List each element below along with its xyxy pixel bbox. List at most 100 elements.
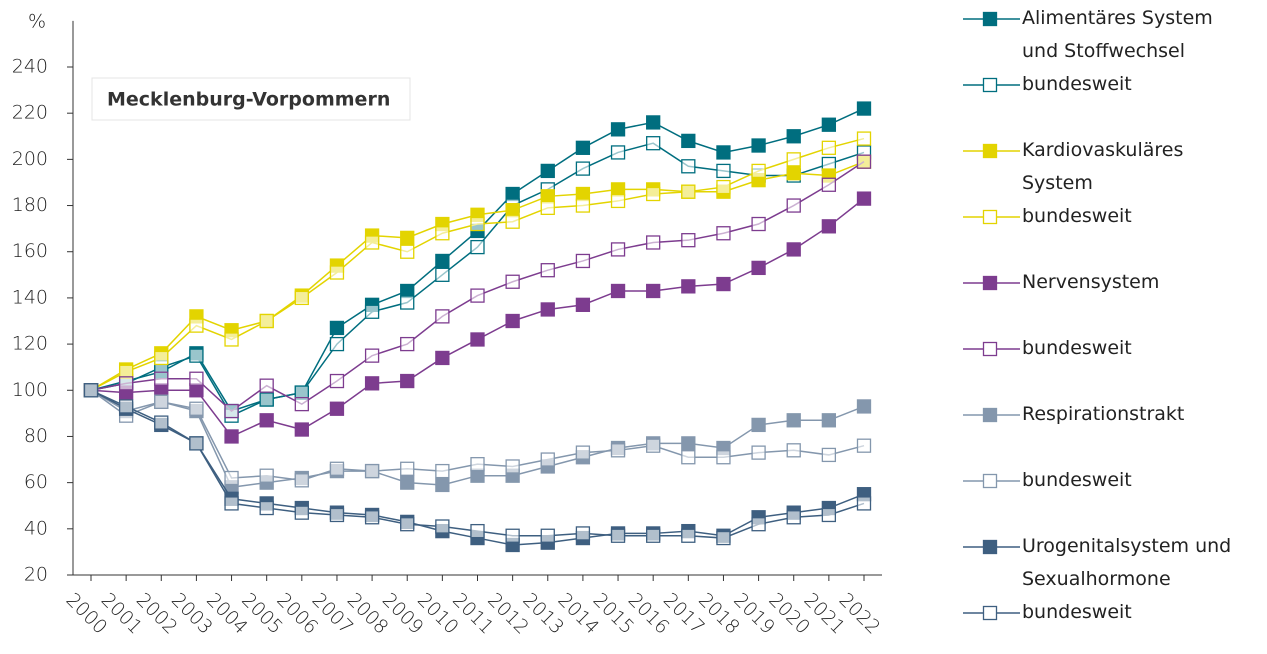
- marker: [400, 295, 415, 310]
- marker: [154, 415, 169, 430]
- legend-symbol: [963, 275, 1020, 291]
- marker: [189, 436, 204, 451]
- marker: [189, 401, 204, 416]
- legend-label: Alimentäres System und Stoffwechsel: [1022, 7, 1213, 62]
- marker: [575, 198, 591, 213]
- marker: [400, 373, 415, 389]
- marker: [400, 336, 415, 352]
- marker: [400, 230, 415, 246]
- marker: [329, 336, 345, 352]
- marker: [329, 265, 345, 280]
- marker: [505, 459, 520, 474]
- legend-entry: Nervensystem: [960, 266, 1260, 330]
- legend-symbol: [963, 605, 1020, 621]
- marker: [505, 313, 520, 329]
- marker: [610, 122, 626, 137]
- legend-marker: [982, 77, 998, 93]
- legend-entry: bundesweit: [960, 464, 1260, 528]
- marker: [435, 519, 450, 534]
- marker: [364, 463, 380, 479]
- marker: [681, 436, 696, 451]
- marker: [470, 457, 485, 472]
- marker: [610, 145, 626, 160]
- marker: [646, 438, 661, 453]
- y-unit: %: [28, 11, 46, 33]
- marker: [259, 500, 274, 516]
- legend-symbol: [963, 77, 1020, 93]
- marker: [329, 461, 345, 476]
- series-line: [90, 137, 865, 391]
- y-tick-label: 20: [24, 564, 48, 586]
- marker: [786, 413, 801, 428]
- marker: [856, 191, 872, 206]
- marker: [751, 417, 766, 433]
- marker: [294, 473, 309, 488]
- marker: [259, 468, 274, 483]
- legend-label: Nervensystem: [1022, 271, 1160, 293]
- y-tick-label: 140: [12, 286, 48, 308]
- marker: [540, 163, 555, 179]
- legend-label: bundesweit: [1022, 469, 1132, 491]
- legend-entry: Respirationstrakt: [960, 398, 1260, 462]
- marker: [681, 528, 696, 543]
- marker: [329, 320, 345, 336]
- marker: [540, 302, 555, 317]
- marker: [856, 154, 872, 169]
- marker: [821, 117, 837, 132]
- marker: [259, 413, 274, 428]
- marker: [751, 163, 766, 179]
- marker: [751, 260, 766, 276]
- marker: [681, 233, 696, 248]
- legend-symbol: [963, 341, 1020, 357]
- legend-symbol: [963, 143, 1020, 159]
- marker: [470, 332, 485, 347]
- series-line: [90, 160, 865, 391]
- marker: [716, 530, 731, 546]
- marker: [786, 152, 801, 167]
- marker: [646, 186, 661, 202]
- legend-label: bundesweit: [1022, 337, 1132, 359]
- legend-entry: bundesweit: [960, 68, 1260, 132]
- marker: [470, 239, 485, 255]
- marker: [154, 371, 169, 386]
- marker: [435, 267, 450, 282]
- legend-marker: [982, 473, 998, 489]
- marker: [681, 133, 696, 149]
- marker: [224, 332, 239, 347]
- y-tick-label: 220: [12, 102, 48, 124]
- marker: [821, 219, 837, 234]
- marker: [610, 528, 626, 543]
- legend-marker: [982, 11, 998, 27]
- y-tick-label: 200: [12, 148, 48, 170]
- marker: [540, 528, 555, 543]
- marker: [716, 179, 731, 195]
- y-tick-label: 80: [24, 425, 48, 447]
- marker: [189, 371, 204, 386]
- marker: [681, 159, 696, 174]
- marker: [435, 477, 450, 493]
- marker: [259, 378, 274, 393]
- legend-marker: [982, 143, 998, 159]
- marker: [786, 510, 801, 525]
- marker: [329, 507, 345, 523]
- legend-entry: Kardiovaskuläres System: [960, 134, 1260, 198]
- marker: [505, 274, 520, 289]
- marker: [751, 216, 766, 232]
- marker: [646, 136, 661, 151]
- marker: [400, 517, 415, 532]
- legend-symbol: [963, 11, 1020, 27]
- marker: [294, 290, 309, 306]
- marker: [821, 507, 837, 523]
- marker: [435, 226, 450, 241]
- marker: [856, 399, 872, 414]
- marker: [400, 475, 415, 490]
- marker: [329, 373, 345, 389]
- marker: [646, 283, 661, 299]
- y-tick-label: 160: [12, 240, 48, 262]
- marker: [294, 422, 309, 437]
- marker: [154, 350, 169, 366]
- marker: [821, 413, 837, 428]
- legend-symbol: [963, 539, 1020, 555]
- legend-label: Urogenitalsystem und Sexualhormone: [1022, 535, 1232, 590]
- marker: [224, 470, 239, 486]
